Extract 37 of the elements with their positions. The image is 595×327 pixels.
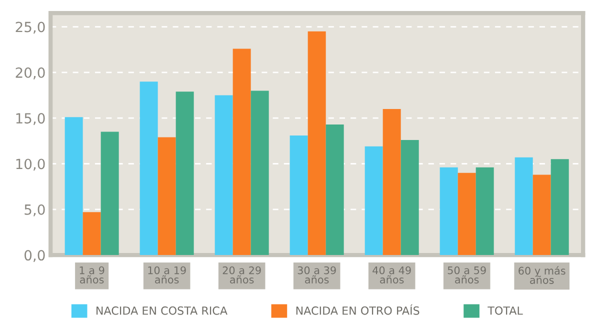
bar — [214, 95, 233, 256]
x-tick-label: 30 a 39 años — [298, 266, 336, 284]
bar — [82, 212, 101, 256]
bar — [250, 90, 269, 256]
x-tick-label: 10 a 19 años — [148, 266, 186, 284]
bar — [176, 92, 194, 256]
y-tick-label: 15,0 — [16, 113, 45, 125]
bar — [364, 146, 383, 256]
bar — [308, 31, 326, 256]
legend-label: NACIDA EN OTRO PAÍS — [296, 304, 420, 315]
bar — [326, 124, 344, 256]
bar — [458, 172, 476, 256]
bar — [400, 140, 419, 256]
bar — [440, 167, 458, 256]
bar — [476, 167, 494, 256]
x-tick-label: 1 a 9 años — [80, 266, 104, 284]
y-tick-label: 20,0 — [16, 67, 45, 80]
x-tick-label: 60 y más años — [518, 266, 566, 284]
bar — [382, 108, 401, 256]
bar — [290, 135, 308, 256]
x-tick-label: 40 a 49 años — [372, 266, 411, 284]
bar — [158, 137, 176, 256]
x-tick-label: 20 a 29 años — [222, 266, 261, 284]
bar — [532, 174, 551, 256]
legend-label: NACIDA EN COSTA RICA — [96, 306, 228, 315]
bar — [550, 159, 569, 256]
bar — [100, 132, 119, 256]
bar — [514, 157, 533, 256]
x-tick-label: 50 a 59 años — [448, 266, 486, 284]
bar — [232, 48, 251, 256]
y-tick-label: 0,0 — [24, 250, 45, 262]
legend-label: TOTAL — [488, 306, 523, 315]
y-tick-label: 25,0 — [16, 22, 45, 34]
bar — [140, 82, 158, 256]
y-tick-label: 10,0 — [16, 158, 45, 171]
bar — [64, 117, 83, 256]
y-tick-label: 5,0 — [24, 204, 45, 216]
